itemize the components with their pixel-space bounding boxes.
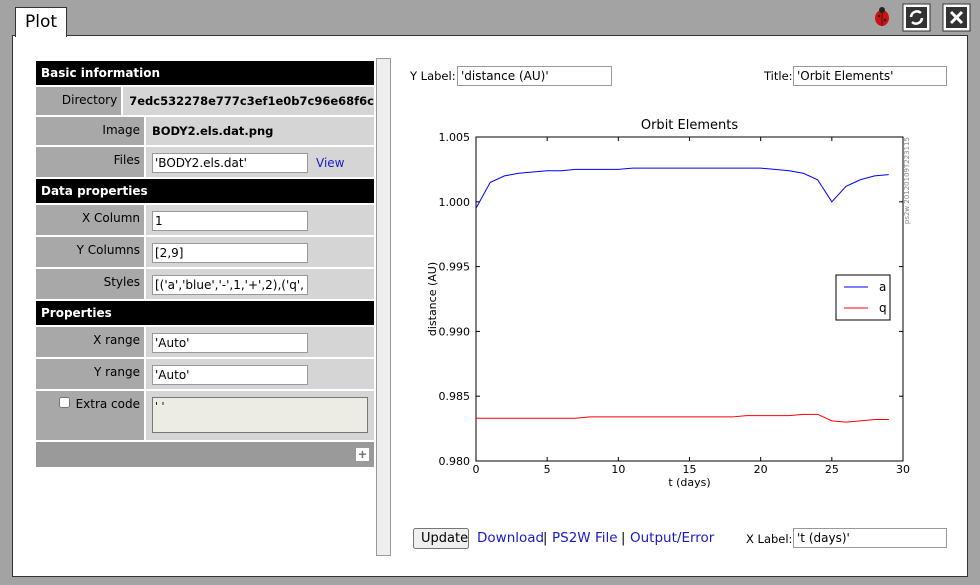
- separator: |: [543, 531, 548, 546]
- property-textarea[interactable]: [152, 397, 368, 433]
- property-value: [146, 327, 374, 357]
- title-input[interactable]: [793, 66, 947, 86]
- property-row: Y range: [36, 359, 374, 389]
- property-row: Files View: [36, 147, 374, 177]
- property-input[interactable]: [152, 365, 308, 385]
- separator: |: [621, 531, 626, 546]
- extra-code-checkbox[interactable]: [58, 397, 70, 408]
- property-row: X range: [36, 327, 374, 357]
- y-tick-label: 0.985: [439, 390, 471, 403]
- title-caption: Title:: [764, 69, 793, 83]
- property-value: [146, 359, 374, 389]
- property-input[interactable]: [152, 211, 308, 231]
- y-tick-label: 1.005: [439, 131, 471, 144]
- x-tick-label: 25: [825, 463, 839, 476]
- add-button[interactable]: +: [356, 447, 369, 461]
- property-label: Directory: [36, 87, 122, 115]
- toolbar-icons: [875, 3, 971, 32]
- property-value: View: [146, 147, 374, 177]
- chart: Orbit Elements t (days) distance (AU) ps2w …: [426, 118, 911, 489]
- property-label: Image: [36, 117, 144, 145]
- y-label-caption: Y Label:: [410, 69, 456, 83]
- y-tick-label: 0.990: [439, 325, 471, 338]
- x-tick-label: 30: [896, 463, 910, 476]
- x-label-caption: X Label:: [746, 532, 793, 546]
- chart-title: Orbit Elements: [641, 118, 738, 133]
- table-footer: +: [36, 442, 374, 467]
- refresh-button[interactable]: [902, 3, 931, 32]
- property-value: BODY2.els.dat.png: [146, 117, 374, 145]
- property-label: Styles: [36, 269, 144, 299]
- x-tick-label: 5: [544, 463, 551, 476]
- property-label: Files: [36, 147, 144, 177]
- y-tick-label: 0.995: [439, 261, 471, 274]
- property-row: Styles: [36, 269, 374, 299]
- ps2w-link[interactable]: PS2W File: [552, 530, 618, 546]
- property-row: X Column: [36, 205, 374, 235]
- properties-table: Basic information Directory 7edc532278e777…: [36, 61, 374, 467]
- property-input[interactable]: [152, 153, 308, 173]
- property-input[interactable]: [152, 275, 308, 295]
- x-tick-label: 0: [473, 463, 480, 476]
- view-link[interactable]: View: [316, 156, 345, 170]
- update-button[interactable]: Update: [413, 528, 469, 549]
- output-link[interactable]: Output/Error: [630, 530, 715, 546]
- property-input[interactable]: [152, 243, 308, 263]
- tab[interactable]: Plot: [15, 7, 67, 37]
- property-value: [146, 391, 374, 440]
- property-label: X range: [36, 327, 144, 357]
- property-value: [146, 205, 374, 235]
- section-heading: Data properties: [36, 179, 374, 203]
- y-label-input[interactable]: [457, 66, 612, 86]
- series-line: [475, 167, 889, 209]
- section-heading: Properties: [36, 301, 374, 325]
- close-button[interactable]: [942, 3, 971, 32]
- x-tick-label: 15: [683, 463, 697, 476]
- property-row: Y Columns: [36, 237, 374, 267]
- property-value: 7edc532278e777c3ef1e0b7c96e68f6c: [123, 87, 374, 115]
- property-label: Extra code: [36, 391, 144, 440]
- x-tick-label: 20: [754, 463, 768, 476]
- property-label-text: Extra code: [75, 397, 140, 411]
- property-row: Image BODY2.els.dat.png: [36, 117, 374, 145]
- watermark: ps2w 20120109T223115: [903, 137, 911, 224]
- section-heading: Basic information: [36, 61, 374, 85]
- property-row: Extra code: [36, 391, 374, 440]
- download-link[interactable]: Download: [477, 530, 545, 546]
- x-axis-label: t (days): [668, 476, 710, 489]
- x-tick-label: 10: [611, 463, 625, 476]
- legend: [835, 274, 891, 321]
- property-input[interactable]: [152, 333, 308, 353]
- scrollbar[interactable]: [376, 58, 391, 556]
- y-tick-label: 0.980: [439, 455, 471, 468]
- property-label: Y range: [36, 359, 144, 389]
- y-tick-label: 1.000: [439, 196, 471, 209]
- legend-label: q: [879, 301, 887, 315]
- property-value: [146, 269, 374, 299]
- property-label: X Column: [36, 205, 144, 235]
- legend-label: a: [879, 280, 886, 294]
- y-axis-label: distance (AU): [426, 262, 439, 336]
- bug-icon[interactable]: [875, 7, 889, 26]
- property-value: [146, 237, 374, 267]
- series-line: [476, 413, 889, 423]
- x-label-input[interactable]: [793, 528, 947, 548]
- property-row: Directory 7edc532278e777c3ef1e0b7c96e68f6…: [36, 87, 374, 115]
- property-label: Y Columns: [36, 237, 144, 267]
